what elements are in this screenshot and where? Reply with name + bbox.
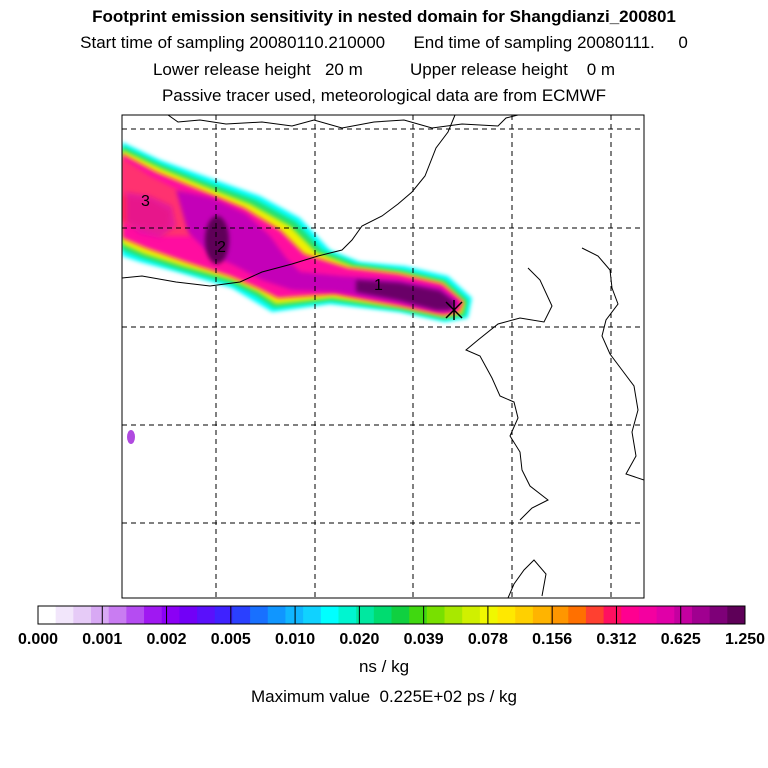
lat-lon-grid <box>122 115 644 598</box>
colorbar-frame <box>37 605 746 625</box>
colorbar-cell <box>144 606 163 624</box>
colorbar-tick-label: 1.250 <box>724 631 766 648</box>
plume-label-2: 2 <box>217 239 226 256</box>
colorbar-cell <box>515 606 534 624</box>
colorbar-cell <box>409 606 428 624</box>
colorbar-cell <box>550 606 569 624</box>
colorbar-cell <box>250 606 269 624</box>
colorbar-cell <box>656 606 675 624</box>
colorbar-cell <box>303 606 322 624</box>
maximum-label: Maximum value <box>250 687 371 706</box>
plume-label-1: 1 <box>374 277 383 294</box>
station-marker-icon <box>445 300 463 320</box>
plume-label-3: 3 <box>141 193 150 210</box>
colorbar-cell <box>214 606 233 624</box>
colorbar-tick-label: 0.000 <box>17 631 59 648</box>
colorbar-cell <box>568 606 587 624</box>
colorbar-cell <box>727 606 746 624</box>
plume-magenta <box>122 154 463 315</box>
colorbar-tick-label: 0.039 <box>403 631 444 648</box>
colorbar-tick-label: 0.002 <box>146 631 187 648</box>
colorbar-cell <box>373 606 392 624</box>
colorbar-units: ns / kg <box>358 657 410 676</box>
colorbar-cell <box>197 606 216 624</box>
tracer-info: Passive tracer used, meteorological data… <box>161 86 607 105</box>
start-label: Start time of sampling <box>80 33 245 52</box>
colorbar-cell <box>444 606 463 624</box>
colorbar-cell <box>38 606 57 624</box>
release-heights: Lower release height 20 m Upper release … <box>0 60 768 80</box>
colorbar-cell <box>497 606 516 624</box>
colorbar-cell <box>320 606 339 624</box>
colorbar-cell <box>621 606 640 624</box>
colorbar-cell <box>285 606 304 624</box>
colorbar-cell <box>91 606 110 624</box>
colorbar <box>37 605 746 625</box>
lower-label: Lower release height <box>152 60 311 79</box>
colorbar-cell <box>638 606 658 624</box>
lower-value: 20 m <box>324 60 363 79</box>
plume-inner-purple <box>126 190 458 311</box>
colorbar-tick-label: 0.020 <box>339 631 380 648</box>
colorbar-cell <box>126 606 145 624</box>
end-value: 20080111. 0 <box>576 33 688 52</box>
colorbar-cell <box>585 606 605 624</box>
map-frame <box>121 114 645 599</box>
colorbar-cell <box>356 606 375 624</box>
colorbar-cell <box>426 606 446 624</box>
colorbar-tick-label: 0.312 <box>596 631 637 648</box>
colorbar-tick-label: 0.010 <box>275 631 316 648</box>
upper-label: Upper release height <box>409 60 568 79</box>
maximum-value-text: 0.225E+02 ps / kg <box>379 687 518 706</box>
colorbar-cell <box>479 606 499 624</box>
colorbar-cell <box>674 606 693 624</box>
colorbar-cell <box>462 606 481 624</box>
colorbar-tick-label: 0.625 <box>660 631 701 648</box>
colorbar-cell <box>179 606 198 624</box>
maximum-value: Maximum value 0.225E+02 ps / kg <box>0 687 768 707</box>
end-label: End time of sampling <box>413 33 573 52</box>
colorbar-cell <box>691 606 711 624</box>
isolated-patch <box>127 430 135 444</box>
figure-title: Footprint emission sensitivity in nested… <box>92 7 676 26</box>
colorbar-cell <box>391 606 410 624</box>
colorbar-cell <box>338 606 357 624</box>
colorbar-tick-label: 0.078 <box>467 631 508 648</box>
colorbar-cell <box>532 606 552 624</box>
start-value: 20080110.210000 <box>249 33 386 52</box>
colorbar-cell <box>267 606 286 624</box>
colorbar-cell <box>603 606 622 624</box>
colorbar-cell <box>108 606 127 624</box>
colorbar-cell <box>709 606 728 624</box>
coastlines <box>122 115 644 598</box>
upper-value: 0 m <box>586 60 616 79</box>
colorbar-cell <box>73 606 92 624</box>
sampling-times: Start time of sampling 20080110.210000 E… <box>0 33 768 53</box>
colorbar-tick-label: 0.005 <box>210 631 251 648</box>
colorbar-tick-label: 0.001 <box>82 631 123 648</box>
colorbar-tick-label: 0.156 <box>532 631 573 648</box>
colorbar-cell <box>161 606 180 624</box>
colorbar-cell <box>55 606 74 624</box>
colorbar-cell <box>232 606 251 624</box>
